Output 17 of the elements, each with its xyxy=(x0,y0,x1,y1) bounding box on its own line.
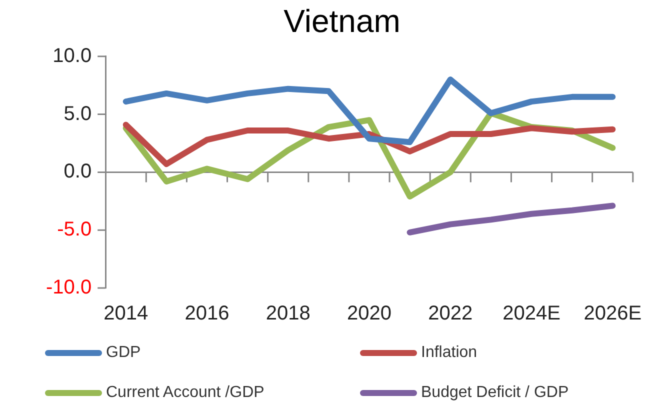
y-tick-label: 10.0 xyxy=(52,44,92,67)
y-tick-label: 0.0 xyxy=(64,160,92,183)
y-tick-label: 5.0 xyxy=(64,102,92,125)
x-tick-label: 2018 xyxy=(266,302,310,325)
legend-label: Inflation xyxy=(421,344,478,362)
x-tick-label: 2024E xyxy=(502,302,560,325)
x-tick-label: 2022 xyxy=(428,302,473,325)
x-tick-label: 2014 xyxy=(104,302,148,325)
legend-label: Budget Deficit / GDP xyxy=(421,384,569,402)
chart-title: Vietnam xyxy=(284,3,400,40)
x-tick-label: 2016 xyxy=(184,302,230,325)
legend-label: GDP xyxy=(106,344,141,362)
y-tick-label: -10.0 xyxy=(46,276,92,299)
x-tick-label: 2020 xyxy=(346,302,392,325)
x-tick-label: 2026E xyxy=(584,302,642,325)
y-tick-label: -5.0 xyxy=(57,218,92,241)
legend-label: Current Account /GDP xyxy=(106,384,264,402)
